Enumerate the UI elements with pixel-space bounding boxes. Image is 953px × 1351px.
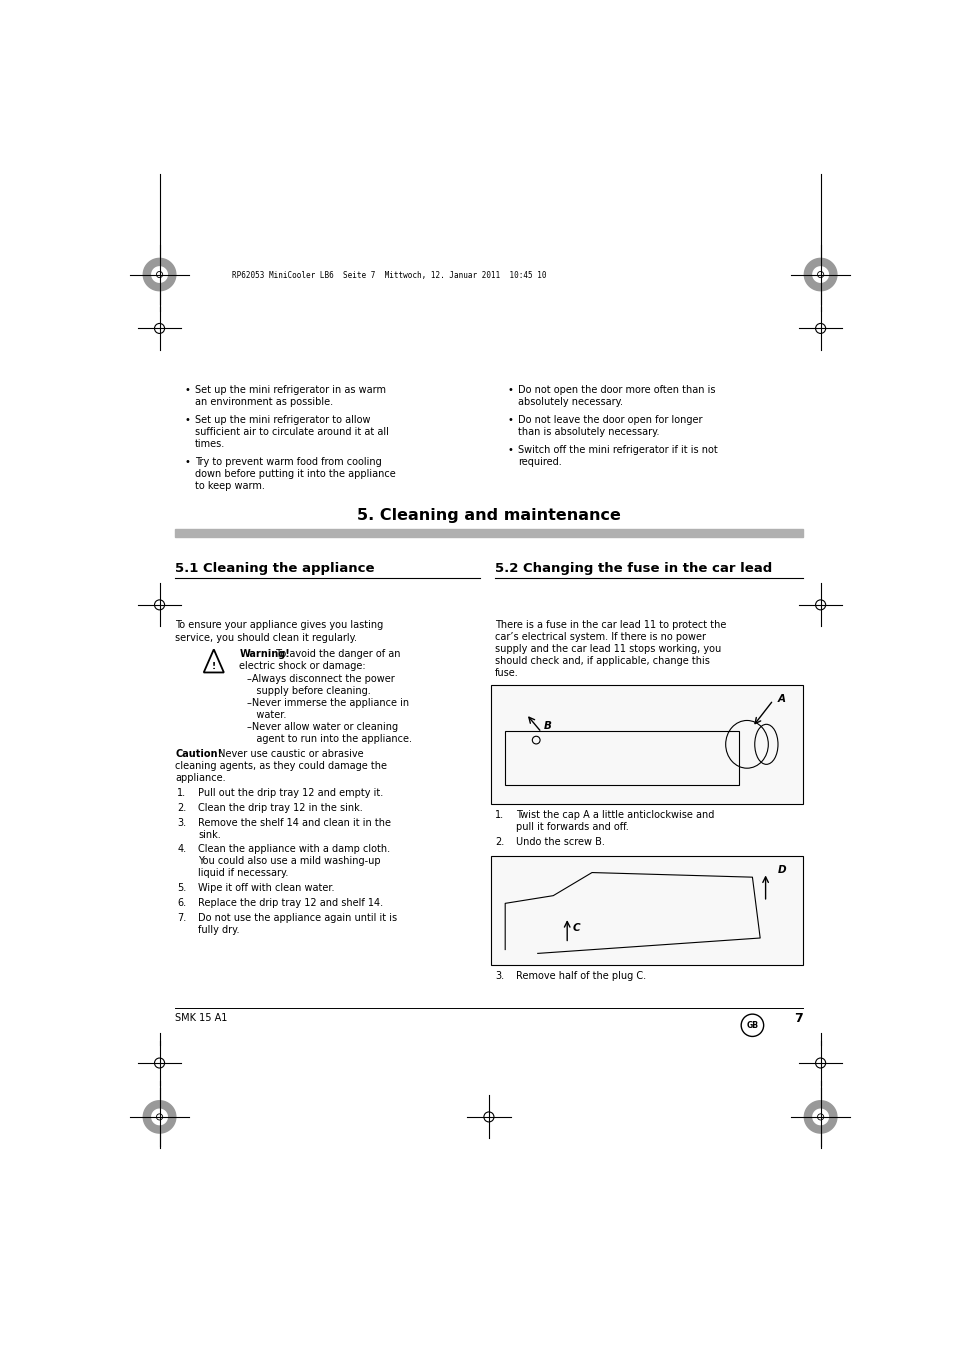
Text: Remove half of the plug C.: Remove half of the plug C.	[516, 971, 645, 981]
Text: Clean the appliance with a damp cloth.: Clean the appliance with a damp cloth.	[198, 844, 390, 854]
Text: 4.: 4.	[177, 844, 186, 854]
Text: appliance.: appliance.	[174, 773, 226, 784]
Text: electric shock or damage:: electric shock or damage:	[239, 662, 366, 671]
Text: 1.: 1.	[177, 788, 186, 798]
Text: –Always disconnect the power: –Always disconnect the power	[247, 674, 395, 684]
Text: To avoid the danger of an: To avoid the danger of an	[273, 650, 399, 659]
Text: •: •	[184, 457, 190, 467]
Text: cleaning agents, as they could damage the: cleaning agents, as they could damage th…	[174, 761, 387, 771]
Bar	[491, 855, 802, 965]
Text: supply before cleaning.: supply before cleaning.	[247, 686, 371, 696]
Text: liquid if necessary.: liquid if necessary.	[198, 869, 289, 878]
Text: A: A	[778, 694, 785, 704]
Text: GB: GB	[745, 1021, 758, 1029]
Text: Caution!: Caution!	[174, 750, 222, 759]
Text: Try to prevent warm food from cooling: Try to prevent warm food from cooling	[195, 457, 381, 467]
Text: !: !	[212, 662, 215, 671]
Text: absolutely necessary.: absolutely necessary.	[517, 397, 622, 407]
Polygon shape	[143, 258, 175, 290]
Text: RP62053 MiniCooler LB6  Seite 7  Mittwoch, 12. Januar 2011  10:45 10: RP62053 MiniCooler LB6 Seite 7 Mittwoch,…	[232, 272, 545, 280]
Text: C: C	[572, 923, 579, 932]
Text: Do not use the appliance again until it is: Do not use the appliance again until it …	[198, 913, 397, 923]
Text: to keep warm.: to keep warm.	[195, 481, 265, 490]
Text: 3.: 3.	[495, 971, 504, 981]
Bar	[505, 731, 739, 785]
Polygon shape	[812, 267, 827, 282]
Text: Remove the shelf 14 and clean it in the: Remove the shelf 14 and clean it in the	[198, 817, 391, 828]
Text: agent to run into the appliance.: agent to run into the appliance.	[247, 734, 412, 744]
Text: times.: times.	[195, 439, 225, 449]
Polygon shape	[803, 1101, 836, 1133]
Text: Wipe it off with clean water.: Wipe it off with clean water.	[198, 884, 335, 893]
Text: car’s electrical system. If there is no power: car’s electrical system. If there is no …	[495, 632, 705, 642]
Text: down before putting it into the appliance: down before putting it into the applianc…	[195, 469, 395, 480]
Text: •: •	[184, 415, 190, 424]
Polygon shape	[143, 1101, 175, 1133]
Polygon shape	[803, 258, 836, 290]
Polygon shape	[152, 1109, 167, 1124]
Text: 2.: 2.	[177, 802, 187, 813]
Text: D: D	[778, 865, 786, 875]
Text: Undo the screw B.: Undo the screw B.	[516, 838, 604, 847]
Bar	[174, 530, 802, 538]
Text: •: •	[507, 444, 513, 455]
Text: than is absolutely necessary.: than is absolutely necessary.	[517, 427, 659, 436]
Text: 2.: 2.	[495, 838, 504, 847]
Bar	[491, 685, 802, 804]
Text: –Never allow water or cleaning: –Never allow water or cleaning	[247, 721, 397, 732]
Text: 5.2 Changing the fuse in the car lead: 5.2 Changing the fuse in the car lead	[495, 562, 772, 574]
Text: Never use caustic or abrasive: Never use caustic or abrasive	[215, 750, 364, 759]
Text: •: •	[507, 415, 513, 424]
Text: 5.: 5.	[177, 884, 187, 893]
Text: Switch off the mini refrigerator if it is not: Switch off the mini refrigerator if it i…	[517, 444, 718, 455]
Text: You could also use a mild washing-up: You could also use a mild washing-up	[198, 857, 380, 866]
Text: 5.1 Cleaning the appliance: 5.1 Cleaning the appliance	[174, 562, 375, 574]
Text: 1.: 1.	[495, 811, 504, 820]
Text: service, you should clean it regularly.: service, you should clean it regularly.	[174, 632, 356, 643]
Text: required.: required.	[517, 457, 561, 467]
Text: Clean the drip tray 12 in the sink.: Clean the drip tray 12 in the sink.	[198, 802, 363, 813]
Text: 3.: 3.	[177, 817, 186, 828]
Polygon shape	[152, 267, 167, 282]
Polygon shape	[812, 1109, 827, 1124]
Text: 6.: 6.	[177, 898, 186, 908]
Text: Replace the drip tray 12 and shelf 14.: Replace the drip tray 12 and shelf 14.	[198, 898, 383, 908]
Text: fuse.: fuse.	[495, 669, 518, 678]
Text: Set up the mini refrigerator to allow: Set up the mini refrigerator to allow	[195, 415, 371, 424]
Text: •: •	[184, 385, 190, 394]
Text: pull it forwards and off.: pull it forwards and off.	[516, 823, 628, 832]
Text: Twist the cap A a little anticlockwise and: Twist the cap A a little anticlockwise a…	[516, 811, 714, 820]
Text: sink.: sink.	[198, 830, 221, 839]
Text: fully dry.: fully dry.	[198, 924, 239, 935]
Text: should check and, if applicable, change this: should check and, if applicable, change …	[495, 657, 709, 666]
Text: supply and the car lead 11 stops working, you: supply and the car lead 11 stops working…	[495, 644, 720, 654]
Text: Warning!: Warning!	[239, 650, 290, 659]
Text: Do not leave the door open for longer: Do not leave the door open for longer	[517, 415, 702, 424]
Text: –Never immerse the appliance in: –Never immerse the appliance in	[247, 698, 409, 708]
Text: 5. Cleaning and maintenance: 5. Cleaning and maintenance	[356, 508, 620, 523]
Text: There is a fuse in the car lead 11 to protect the: There is a fuse in the car lead 11 to pr…	[495, 620, 726, 631]
Text: Pull out the drip tray 12 and empty it.: Pull out the drip tray 12 and empty it.	[198, 788, 383, 798]
Text: sufficient air to circulate around it at all: sufficient air to circulate around it at…	[195, 427, 389, 436]
Text: 7: 7	[793, 1012, 802, 1025]
Text: Set up the mini refrigerator in as warm: Set up the mini refrigerator in as warm	[195, 385, 386, 394]
Text: •: •	[507, 385, 513, 394]
Text: To ensure your appliance gives you lasting: To ensure your appliance gives you lasti…	[174, 620, 383, 631]
Text: 7.: 7.	[177, 913, 187, 923]
Text: water.: water.	[247, 709, 286, 720]
Text: B: B	[543, 721, 551, 731]
Text: Do not open the door more often than is: Do not open the door more often than is	[517, 385, 715, 394]
Text: an environment as possible.: an environment as possible.	[195, 397, 333, 407]
Text: SMK 15 A1: SMK 15 A1	[174, 1013, 227, 1023]
